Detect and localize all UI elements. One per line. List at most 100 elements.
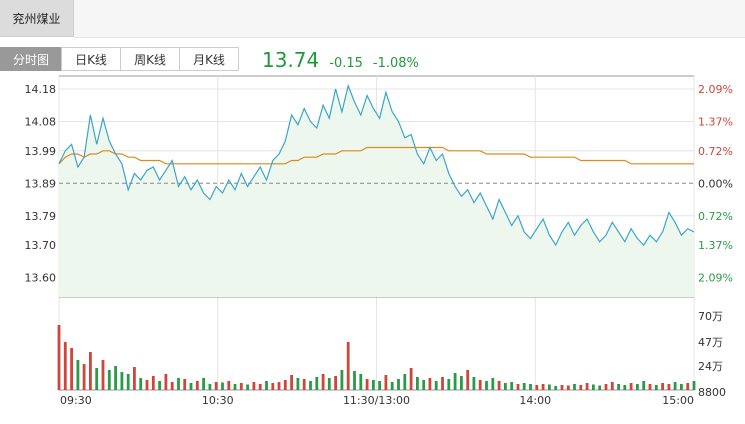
current-price: 13.74 <box>262 48 320 72</box>
volume-bar <box>89 352 92 390</box>
volume-bar <box>497 381 501 390</box>
pct-tick-label: 1.37% <box>698 116 733 129</box>
volume-bar <box>327 378 331 390</box>
price-change: -0.15 <box>329 56 363 71</box>
volume-bar <box>214 382 218 390</box>
volume-bar <box>585 383 589 390</box>
y-tick-label: 13.60 <box>25 272 57 285</box>
volume-bar <box>170 382 174 390</box>
volume-bar <box>120 372 124 390</box>
volume-bar <box>145 380 149 390</box>
volume-bar <box>617 384 620 390</box>
volume-bar <box>686 383 690 390</box>
volume-bar <box>70 348 73 390</box>
volume-bar <box>466 370 470 390</box>
volume-bar <box>422 380 426 390</box>
average-price-line <box>58 146 694 165</box>
volume-bar <box>202 378 205 390</box>
volume-bar <box>340 370 344 390</box>
volume-bar <box>246 384 249 390</box>
volume-bar <box>353 371 356 390</box>
volume-bar <box>183 379 187 390</box>
volume-bar <box>365 379 369 390</box>
volume-bar <box>623 385 627 390</box>
volume-bar <box>378 381 381 390</box>
volume-bar <box>516 384 520 390</box>
volume-bar <box>164 374 168 390</box>
volume-bar <box>397 379 400 390</box>
volume-bar <box>126 374 130 390</box>
volume-bar <box>472 377 476 390</box>
volume-bar <box>252 382 256 390</box>
volume-bar <box>692 381 696 390</box>
volume-bar <box>416 377 419 390</box>
volume-bar <box>673 382 677 390</box>
volume-bar <box>610 382 614 390</box>
volume-bar <box>158 381 161 390</box>
volume-bar <box>535 385 539 390</box>
pct-tick-label: 2.09% <box>698 83 733 96</box>
volume-bar <box>57 325 61 390</box>
pct-tick-label: 0.72% <box>698 145 733 158</box>
stock-name-tab[interactable]: 兖州煤业 <box>0 0 74 37</box>
volume-bar <box>277 382 281 390</box>
x-tick-label: 14:00 <box>519 394 551 407</box>
pct-tick-label: 0.00% <box>698 177 733 190</box>
volume-bar <box>403 374 407 390</box>
volume-bar <box>233 384 237 390</box>
volume-bar <box>441 377 444 390</box>
volume-bar <box>76 360 80 390</box>
volume-bar <box>654 385 658 390</box>
y-tick-label: 13.79 <box>25 210 57 223</box>
pct-tick-label: 1.37% <box>698 239 733 252</box>
volume-bar <box>554 386 558 390</box>
volume-bar <box>315 377 319 390</box>
y-tick-label: 13.70 <box>25 239 57 252</box>
volume-bar <box>667 384 671 390</box>
volume-bar <box>579 385 583 390</box>
volume-bar <box>648 384 652 390</box>
volume-bar <box>504 383 507 390</box>
volume-bar <box>334 376 337 390</box>
x-tick-label: 11:30/13:00 <box>343 394 410 407</box>
volume-bar <box>195 381 199 390</box>
volume-bar <box>258 384 262 390</box>
volume-bar <box>296 378 300 390</box>
tab-intraday[interactable]: 分时图 <box>0 47 62 71</box>
volume-bar <box>63 342 67 390</box>
tab-monthly-k[interactable]: 月K线 <box>179 47 239 71</box>
volume-bar <box>139 378 143 390</box>
volume-bar <box>541 384 545 390</box>
y-tick-label: 14.18 <box>25 83 57 96</box>
volume-tick-label: 70万 <box>698 310 723 323</box>
volume-bar <box>151 376 155 390</box>
volume-bar <box>453 373 457 390</box>
volume-bar <box>485 381 488 390</box>
volume-bar <box>491 378 495 390</box>
pct-tick-label: 2.09% <box>698 272 733 285</box>
x-tick-label: 09:30 <box>60 394 92 407</box>
volume-bar <box>409 368 413 390</box>
tab-weekly-k[interactable]: 周K线 <box>120 47 180 71</box>
volume-bar <box>629 383 633 390</box>
volume-bar <box>680 384 683 390</box>
volume-bar <box>221 382 224 390</box>
volume-bar <box>189 383 193 390</box>
volume-bar <box>428 378 432 390</box>
volume-bar <box>478 380 482 390</box>
volume-bar <box>177 378 180 390</box>
volume-bar <box>372 380 375 390</box>
volume-bar <box>114 366 117 390</box>
y-tick-label: 13.89 <box>25 177 57 190</box>
y-tick-label: 13.99 <box>25 145 57 158</box>
volume-bar <box>636 384 639 390</box>
volume-bar <box>384 375 388 390</box>
volume-bar <box>548 384 551 390</box>
price-line <box>58 83 695 247</box>
volume-bar <box>598 385 602 390</box>
volume-bar <box>573 384 576 390</box>
pct-tick-label: 0.72% <box>698 210 733 223</box>
top-strip <box>74 0 745 38</box>
volume-bar <box>309 381 312 390</box>
